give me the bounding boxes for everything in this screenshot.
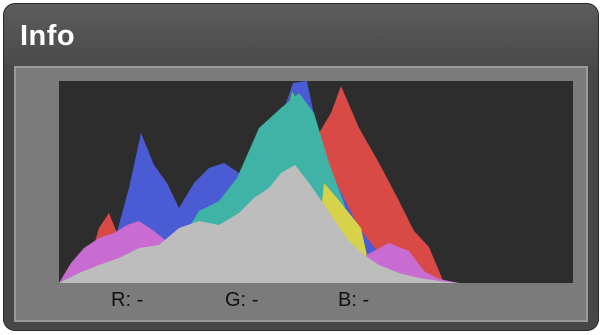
red-readout-label: R: [111, 289, 131, 311]
green-readout: G: - [225, 289, 258, 312]
panel-titlebar[interactable]: Info [4, 4, 598, 66]
histogram-graph [59, 81, 573, 283]
red-readout-value: - [136, 289, 144, 311]
blue-readout: B: - [338, 289, 369, 312]
histogram [59, 81, 573, 283]
green-readout-label: G: [225, 289, 247, 311]
red-readout: R: - [111, 289, 143, 312]
panel-title: Info [20, 20, 76, 52]
color-readouts: R: - G: - B: - [16, 289, 586, 313]
histogram-frame: R: - G: - B: - [14, 66, 588, 322]
blue-readout-label: B: [338, 289, 357, 311]
info-panel: Info R: - G: - B: - [3, 3, 599, 331]
histogram-luminosity-channel [59, 165, 573, 283]
green-readout-value: - [251, 289, 259, 311]
blue-readout-value: - [362, 289, 370, 311]
